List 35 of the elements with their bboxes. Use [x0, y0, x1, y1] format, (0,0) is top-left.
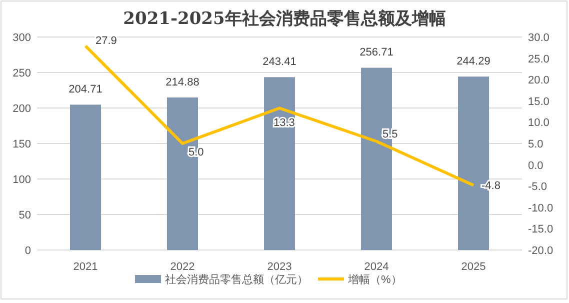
y2-tick-label: 10.0: [528, 117, 550, 130]
x-tick-label: 2022: [170, 261, 195, 273]
legend-label: 社会消费品零售总额（亿元）: [165, 273, 308, 286]
y-tick-label: 50: [18, 210, 31, 222]
y-tick-label: 100: [12, 174, 31, 186]
x-tick-label: 2023: [267, 261, 292, 273]
data-label: 13.3: [274, 117, 295, 130]
bar: [264, 77, 296, 250]
y2-tick-label: -5.0: [528, 181, 547, 194]
y-tick-label: 0: [24, 245, 31, 257]
legend-label: 增幅（%）: [347, 274, 402, 286]
data-label: 27.9: [96, 34, 117, 47]
y-tick-label: 200: [12, 103, 31, 115]
x-tick-label: 2025: [461, 261, 486, 273]
data-label: 214.88: [166, 76, 200, 88]
y2-tick-label: 0.0: [528, 160, 544, 172]
chart-title: 2021-2025年社会消费品零售总额及增幅: [123, 9, 446, 29]
y2-tick-label: 30.0: [528, 32, 550, 44]
y2-tick-label: 20.0: [528, 74, 550, 87]
data-label: 243.41: [262, 56, 296, 68]
y-tick-label: 300: [12, 32, 31, 44]
y2-tick-label: -20.0: [528, 245, 554, 257]
y-tick-label: 250: [12, 68, 31, 80]
data-label: 256.71: [360, 46, 394, 59]
y2-tick-label: 15.0: [528, 96, 550, 108]
y2-tick-label: 25.0: [528, 53, 550, 66]
x-tick-label: 2024: [364, 261, 389, 273]
data-label: 204.71: [68, 84, 102, 96]
y2-tick-label: -15.0: [528, 224, 554, 236]
bar: [70, 104, 102, 250]
y2-tick-label: -10.0: [528, 202, 554, 214]
data-label: 244.29: [456, 56, 490, 68]
y-tick-label: 150: [12, 138, 31, 150]
x-tick-label: 2021: [73, 261, 98, 273]
y2-tick-label: 5.0: [528, 138, 544, 150]
